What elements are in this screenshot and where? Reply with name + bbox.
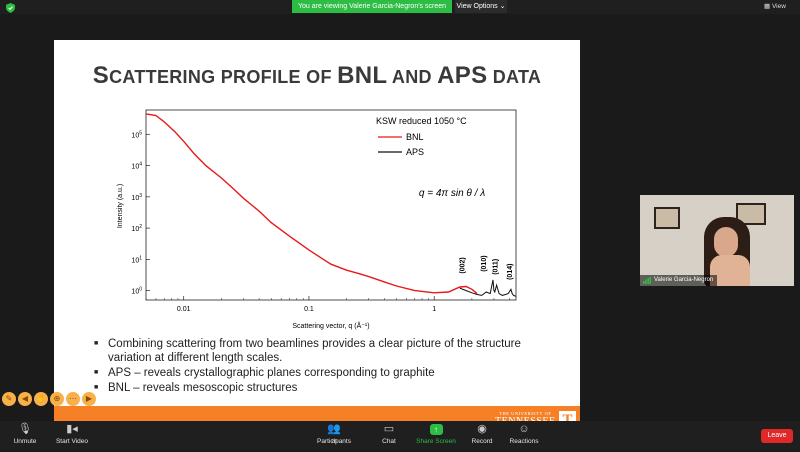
- legend-aps-label: APS: [406, 147, 424, 157]
- view-button[interactable]: ▦ View: [764, 3, 786, 10]
- x-tick-label: 0.1: [304, 306, 314, 313]
- y-tick-label: 102: [131, 224, 142, 233]
- wall-frame: [654, 207, 680, 229]
- start-video-button[interactable]: ▮◂ Start Video: [42, 423, 102, 445]
- unmute-label: Unmute: [13, 438, 37, 445]
- chat-icon: ▭: [383, 423, 395, 435]
- scattering-chart: 0.01 0.1 1 100 101 102 103 104 105 Intensity (a.…: [117, 109, 517, 330]
- more-icon[interactable]: ⋯: [66, 392, 80, 406]
- peak-annotation: (010): [481, 255, 488, 271]
- ut-small-text: THE UNIVERSITY OF: [499, 411, 552, 416]
- share-screen-button[interactable]: ↑ Share Screen: [406, 423, 466, 445]
- wall-frame: [736, 203, 766, 225]
- share-screen-label: Share Screen: [416, 438, 456, 445]
- annotation-toolbar: ✎ ◀ ✋ ⊕ ⋯ ▶: [2, 392, 96, 408]
- presentation-slide: SCATTERING PROFILE OF BNL AND APS DATA 0…: [54, 40, 580, 435]
- pen-icon[interactable]: ✎: [2, 392, 16, 406]
- peak-annotation: (014): [507, 264, 514, 280]
- zoom-icon[interactable]: ⊕: [50, 392, 64, 406]
- meeting-top-bar: You are viewing Valerie Garcia-Negron's …: [0, 0, 800, 14]
- viewing-screen-banner: You are viewing Valerie Garcia-Negron's …: [292, 0, 452, 13]
- y-tick-label: 105: [131, 130, 142, 139]
- x-tick-label: 1: [432, 306, 436, 313]
- formula-text: q = 4π sin θ / λ: [419, 188, 485, 199]
- forward-arrow-icon[interactable]: ▶: [82, 392, 96, 406]
- participant-name-tag: Valerie Garcia-Negron: [640, 275, 718, 286]
- y-tick-label: 101: [131, 255, 142, 264]
- slide-title-aps: APS: [437, 62, 488, 89]
- participant-name: Valerie Garcia-Negron: [654, 277, 714, 283]
- chat-label: Chat: [382, 438, 396, 445]
- participants-label: Participants: [317, 438, 351, 445]
- video-off-icon: ▮◂: [66, 423, 78, 435]
- q-formula: q = 4π sin θ / λ: [419, 188, 485, 199]
- reactions-label: Reactions: [509, 438, 539, 445]
- chat-button[interactable]: ▭ Chat: [359, 423, 419, 445]
- slide-bullets: Combining scattering from two beamlines …: [94, 337, 554, 396]
- unmute-button[interactable]: 🎙 Unmute: [0, 423, 55, 445]
- reactions-icon: ☺: [518, 423, 530, 435]
- hand-icon[interactable]: ✋: [34, 392, 48, 406]
- reactions-button[interactable]: ☺ Reactions: [494, 423, 554, 445]
- legend-bnl-label: BNL: [406, 132, 424, 142]
- record-label: Record: [471, 438, 493, 445]
- record-button[interactable]: ◉ Record: [452, 423, 512, 445]
- start-video-label: Start Video: [55, 438, 89, 445]
- slide-title-and: AND: [387, 67, 438, 87]
- y-tick-label: 104: [131, 162, 142, 171]
- bullet-item: BNL – reveals mesoscopic structures: [94, 381, 554, 395]
- plot-frame: [145, 109, 517, 301]
- record-icon: ◉: [477, 423, 487, 435]
- signal-icon: [643, 277, 651, 284]
- view-options-button[interactable]: View Options ⌄: [455, 0, 507, 13]
- x-axis-label: Scattering vector, q (Å⁻¹): [292, 321, 369, 330]
- bullet-item: APS – reveals crystallographic planes co…: [94, 366, 554, 380]
- leave-button[interactable]: Leave: [761, 429, 793, 443]
- x-tick-label: 0.01: [177, 306, 191, 313]
- slide-title-smallcaps: CATTERING PROFILE OF: [109, 67, 338, 87]
- view-button-label: View: [771, 3, 786, 10]
- peak-annotation: (002): [460, 257, 467, 273]
- series-line-aps: [459, 279, 517, 297]
- y-axis-label: Intensity (a.u.): [117, 184, 124, 228]
- participant-video[interactable]: Valerie Garcia-Negron: [640, 195, 794, 286]
- participant-face: [714, 227, 738, 257]
- shared-screen-area: SCATTERING PROFILE OF BNL AND APS DATA 0…: [0, 14, 800, 435]
- y-tick-label: 103: [131, 193, 142, 202]
- slide-title-data: DATA: [487, 67, 542, 87]
- peak-annotation: (011): [493, 259, 500, 275]
- series-line-bnl: [145, 113, 478, 295]
- slide-title: SCATTERING PROFILE OF BNL AND APS DATA: [54, 62, 580, 90]
- share-screen-icon: ↑: [429, 424, 443, 435]
- meeting-toolbar: 🎙 Unmute ▮◂ Start Video 👥26 Participants…: [0, 421, 800, 450]
- muted-mic-icon: 🎙: [18, 423, 32, 435]
- slide-title-initial: S: [92, 62, 110, 89]
- y-tick-label: 100: [131, 287, 142, 296]
- shield-icon: [6, 3, 15, 13]
- slide-title-bnl: BNL: [337, 62, 388, 89]
- chart-title: KSW reduced 1050 °C: [376, 116, 467, 126]
- participants-button[interactable]: 👥26 Participants: [304, 423, 364, 445]
- participants-icon: 👥26: [327, 423, 341, 445]
- participants-count: 26: [331, 439, 337, 445]
- bullet-item: Combining scattering from two beamlines …: [94, 337, 554, 365]
- back-arrow-icon[interactable]: ◀: [18, 392, 32, 406]
